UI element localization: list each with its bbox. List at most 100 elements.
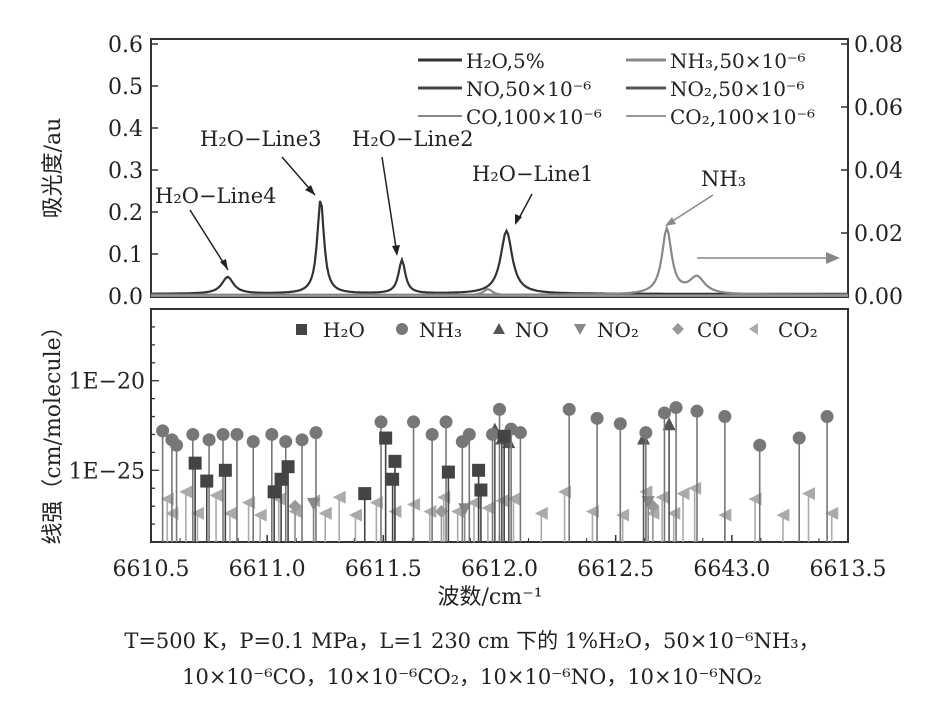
annotation-nh3: NH₃ xyxy=(701,167,746,191)
annotation-h2o-line4: H₂O−Line4 xyxy=(155,184,277,208)
marker-co2 xyxy=(688,481,702,495)
marker-nh3 xyxy=(792,431,806,445)
legend-species-nh3: NH₃ xyxy=(419,318,462,342)
marker-h2o xyxy=(267,485,281,499)
marker-co2 xyxy=(179,485,193,499)
annotation-h2o-line3: H₂O−Line3 xyxy=(200,127,322,151)
marker-nh3 xyxy=(613,417,627,431)
bottom-y-tick-label: 1E−25 xyxy=(69,459,145,484)
marker-co2 xyxy=(481,501,495,515)
marker-h2o xyxy=(497,429,511,443)
top-y-tick-label: 0.2 xyxy=(108,201,143,226)
marker-co2 xyxy=(318,506,332,520)
top-y2-tick-label: 0.06 xyxy=(854,96,903,121)
marker-h2o xyxy=(441,465,455,479)
arrowhead-nh3 xyxy=(665,217,676,226)
annotation-h2o-line1: H₂O−Line1 xyxy=(472,162,594,186)
marker-h2o xyxy=(218,463,232,477)
marker-co2 xyxy=(369,496,383,510)
bottom-y-tick-label: 1E−20 xyxy=(69,370,145,395)
marker-co2 xyxy=(802,487,816,501)
top-y-tick-label: 0.0 xyxy=(108,285,143,310)
legend-species-co2: CO₂ xyxy=(778,318,818,342)
x-tick-label: 6610.5 xyxy=(113,557,190,582)
marker-h2o xyxy=(281,460,295,474)
marker-nh3 xyxy=(156,424,170,438)
marker-nh3 xyxy=(170,438,184,452)
marker-h2o xyxy=(379,431,393,445)
annotation-h2o-line2: H₂O−Line2 xyxy=(352,127,474,151)
marker-nh3 xyxy=(639,426,653,440)
marker-nh3 xyxy=(216,427,230,441)
marker-co2 xyxy=(467,496,481,510)
legend-species-no: NO xyxy=(515,318,549,342)
marker-nh3 xyxy=(820,410,834,424)
bottom-axis-ticks: 1E−20 1E−25 6610.5 6611.0 6611.5 6612.0 6612.5… xyxy=(69,308,887,582)
marker-co2 xyxy=(437,490,451,504)
marker-nh3 xyxy=(230,427,244,441)
marker-co2 xyxy=(676,487,690,501)
top-y-tick-label: 0.3 xyxy=(108,159,143,184)
x-tick-label: 6613.5 xyxy=(810,557,887,582)
x-tick-label: 6611.5 xyxy=(345,557,422,582)
marker-h2o xyxy=(386,472,400,486)
bottom-legend: H₂O NH₃ NO NO₂ CO CO₂ xyxy=(296,318,818,342)
legend-label-h2o: H₂O,5% xyxy=(466,49,545,73)
marker-co2 xyxy=(585,505,599,519)
line-strength-stems xyxy=(156,401,839,542)
marker-h2o xyxy=(474,483,488,497)
legend-label-no: NO,50×10⁻⁶ xyxy=(466,77,591,101)
marker-co2 xyxy=(223,506,237,520)
arrowhead-h2o-line3 xyxy=(305,185,315,195)
x-tick-label: 6611.0 xyxy=(229,557,306,582)
absorbance-curve xyxy=(151,200,848,295)
marker-h2o xyxy=(200,474,214,488)
marker-co2 xyxy=(253,508,267,522)
top-plot-frame xyxy=(150,38,849,298)
x-tick-label: 6643.0 xyxy=(693,557,770,582)
marker-co2 xyxy=(558,485,572,499)
marker-co2 xyxy=(825,506,839,520)
marker-co2 xyxy=(776,508,790,522)
legend-label-co: CO,100×10⁻⁶ xyxy=(466,105,602,129)
marker-co2 xyxy=(506,492,520,506)
marker-nh3 xyxy=(295,433,309,447)
arrowhead-h2o-line1 xyxy=(515,214,522,225)
marker-co2 xyxy=(748,492,762,506)
marker-h2o xyxy=(472,463,486,477)
legend-marker-co xyxy=(672,323,684,335)
x-tick-label: 6612.0 xyxy=(461,557,538,582)
marker-nh3 xyxy=(186,427,200,441)
marker-co2 xyxy=(332,490,346,504)
marker-co2 xyxy=(272,492,286,506)
legend-label-nh3: NH₃,50×10⁻⁶ xyxy=(670,49,806,73)
top-y2-tick-label: 0.04 xyxy=(854,159,903,184)
legend-species-h2o: H₂O xyxy=(323,318,365,342)
top-axis-ticks: 0.0 0.1 0.2 0.3 0.4 0.5 0.6 0.00 0.02 0.04 0.06 0.0… xyxy=(108,33,903,310)
x-tick-label: 6612.5 xyxy=(577,557,654,582)
arrow-h2o-line4 xyxy=(189,209,229,271)
marker-co2 xyxy=(160,492,174,506)
top-y2-tick-label: 0.00 xyxy=(854,285,903,310)
peak-annotations: H₂O−Line4 H₂O−Line3 H₂O−Line2 H₂O−Line1 … xyxy=(155,127,840,271)
legend-species-no2: NO₂ xyxy=(597,318,639,342)
marker-nh3 xyxy=(657,406,671,420)
x-axis-label: 波数/cm⁻¹ xyxy=(437,585,542,610)
marker-no2 xyxy=(641,496,655,510)
caption-line-1: T=500 K，P=0.1 MPa，L=1 230 cm 下的 1%H₂O，50… xyxy=(124,629,819,653)
bottom-y-axis-label: 线强（cm/molecule） xyxy=(41,315,66,544)
arrow-h2o-line2 xyxy=(381,156,398,255)
marker-nh3 xyxy=(690,404,704,418)
top-y-tick-label: 0.1 xyxy=(108,243,143,268)
marker-nh3 xyxy=(309,426,323,440)
marker-co xyxy=(288,499,302,513)
marker-nh3 xyxy=(753,438,767,452)
arrowhead-right-axis xyxy=(826,252,840,264)
marker-nh3 xyxy=(462,427,476,441)
legend-marker-no xyxy=(493,323,505,334)
marker-nh3 xyxy=(279,435,293,449)
marker-nh3 xyxy=(265,427,279,441)
marker-nh3 xyxy=(407,415,421,429)
